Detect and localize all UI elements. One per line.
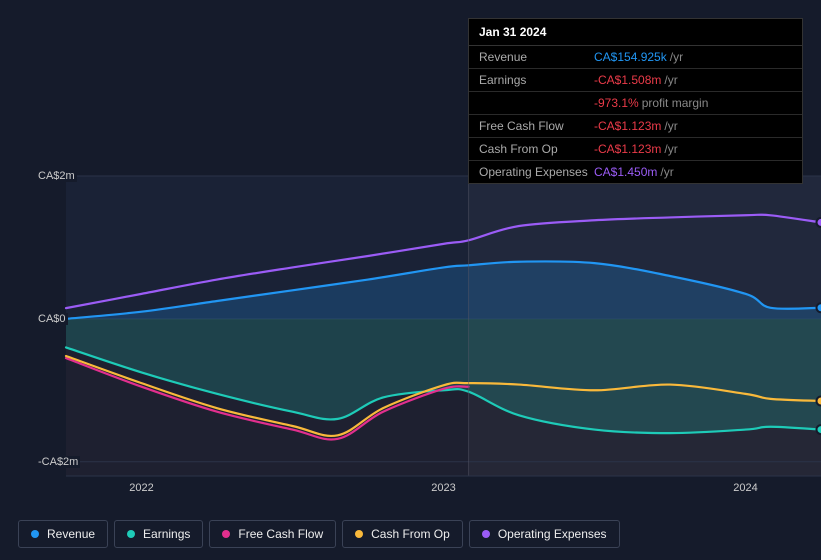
legend-item[interactable]: Revenue [18,520,108,548]
legend-dot-icon [127,530,135,538]
legend-item[interactable]: Earnings [114,520,203,548]
tooltip-row-suffix: /yr [660,165,673,179]
tooltip-row: Cash From Op-CA$1.123m/yr [469,138,802,161]
tooltip-row-label: Revenue [479,50,594,64]
x-axis-label: 2024 [733,482,757,494]
tooltip-row: Free Cash Flow-CA$1.123m/yr [469,115,802,138]
chart-legend: Revenue Earnings Free Cash Flow Cash From O… [18,520,620,548]
tooltip-row-suffix: /yr [664,119,677,133]
legend-item[interactable]: Free Cash Flow [209,520,336,548]
legend-dot-icon [31,530,39,538]
tooltip-row-value: CA$1.450m [594,165,657,179]
x-axis-label: 2023 [431,482,455,494]
legend-dot-icon [355,530,363,538]
y-axis-label: -CA$2m [36,456,80,468]
tooltip-row-label: Cash From Op [479,142,594,156]
legend-label: Revenue [47,527,95,541]
tooltip-row-value: -CA$1.508m [594,73,661,87]
tooltip-date: Jan 31 2024 [469,19,802,46]
tooltip-row-suffix: /yr [670,50,683,64]
legend-dot-icon [222,530,230,538]
tooltip-row-value: CA$154.925k [594,50,667,64]
tooltip-row: Operating ExpensesCA$1.450m/yr [469,161,802,183]
legend-label: Earnings [143,527,190,541]
legend-item[interactable]: Cash From Op [342,520,463,548]
legend-dot-icon [482,530,490,538]
tooltip-row-value: -CA$1.123m [594,142,661,156]
x-axis-label: 2022 [129,482,153,494]
tooltip-row-value: -973.1% [594,96,639,110]
chart-tooltip: Jan 31 2024 RevenueCA$154.925k/yrEarning… [468,18,803,184]
tooltip-row-value: -CA$1.123m [594,119,661,133]
tooltip-row-suffix: profit margin [642,96,709,110]
legend-item[interactable]: Operating Expenses [469,520,620,548]
tooltip-row: Earnings-CA$1.508m/yr [469,69,802,92]
legend-label: Operating Expenses [498,527,607,541]
tooltip-row-label: Earnings [479,73,594,87]
tooltip-row-suffix: /yr [664,142,677,156]
tooltip-row-suffix: /yr [664,73,677,87]
tooltip-row: -973.1%profit margin [469,92,802,115]
y-axis-label: CA$0 [36,313,68,325]
tooltip-row-label: Operating Expenses [479,165,594,179]
y-axis-label: CA$2m [36,170,77,182]
legend-label: Free Cash Flow [238,527,323,541]
tooltip-row: RevenueCA$154.925k/yr [469,46,802,69]
legend-label: Cash From Op [371,527,450,541]
tooltip-row-label: Free Cash Flow [479,119,594,133]
